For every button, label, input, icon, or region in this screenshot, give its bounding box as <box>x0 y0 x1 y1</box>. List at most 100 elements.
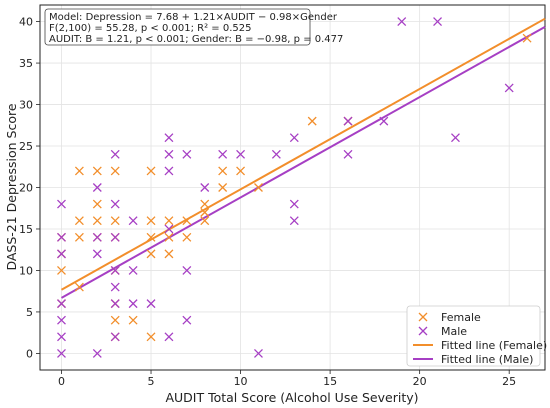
data-point <box>146 166 156 176</box>
data-point <box>57 265 66 275</box>
data-point <box>92 199 102 209</box>
data-point <box>92 183 102 192</box>
data-point <box>164 249 174 259</box>
data-point <box>164 224 174 234</box>
data-point <box>92 249 102 259</box>
data-point <box>218 183 228 192</box>
data-point <box>74 166 84 176</box>
data-point <box>182 216 192 226</box>
data-point <box>74 282 84 292</box>
data-point <box>57 249 66 259</box>
data-point <box>110 232 120 242</box>
legend-label: Fitted line (Female) <box>441 339 547 352</box>
data-point <box>218 149 228 159</box>
data-point <box>271 149 281 159</box>
data-point <box>236 149 246 159</box>
data-point <box>182 149 192 159</box>
x-tick-label: 0 <box>58 375 65 388</box>
y-tick-label: 35 <box>19 57 33 70</box>
x-tick-label: 25 <box>502 375 516 388</box>
data-point <box>74 216 84 226</box>
data-point <box>164 216 174 226</box>
y-tick-label: 15 <box>19 223 33 236</box>
data-point <box>92 232 102 242</box>
y-tick-label: 30 <box>19 99 33 112</box>
data-point <box>110 149 120 159</box>
data-point <box>57 299 66 309</box>
data-point <box>110 299 120 309</box>
data-point <box>200 216 210 226</box>
annotation-line-3: AUDIT: B = 1.21, p < 0.001; Gender: B = … <box>49 34 343 45</box>
data-point <box>182 315 192 325</box>
data-point <box>128 216 138 226</box>
data-point <box>200 199 210 209</box>
data-point <box>146 232 156 242</box>
data-point <box>182 232 192 242</box>
data-point <box>343 116 353 126</box>
y-tick-label: 20 <box>19 182 33 195</box>
legend-marker <box>418 326 428 336</box>
legend-label: Female <box>441 311 481 324</box>
annotation-box: Model: Depression = 7.68 + 1.21×AUDIT − … <box>44 8 343 46</box>
data-point <box>164 332 174 342</box>
data-point <box>57 232 66 242</box>
data-point <box>289 216 299 226</box>
legend-label: Fitted line (Male) <box>441 353 533 366</box>
data-point <box>146 332 156 342</box>
data-point <box>504 83 514 93</box>
data-point <box>236 166 246 176</box>
data-point <box>92 348 102 358</box>
x-tick-label: 10 <box>234 375 248 388</box>
y-tick-label: 0 <box>26 347 33 360</box>
y-axis-label: DASS-21 Depression Score <box>4 103 19 270</box>
data-point <box>146 299 156 309</box>
x-axis-ticks: 0 5 10 15 20 25 <box>58 370 516 388</box>
x-tick-label: 15 <box>323 375 337 388</box>
data-points <box>57 17 532 358</box>
data-point <box>146 216 156 226</box>
x-tick-label: 5 <box>148 375 155 388</box>
data-point <box>307 116 317 126</box>
data-point <box>128 265 138 275</box>
data-point <box>289 133 299 143</box>
x-tick-label: 20 <box>413 375 427 388</box>
data-point <box>164 232 174 242</box>
data-point <box>128 315 138 325</box>
data-point <box>164 133 174 143</box>
y-tick-label: 25 <box>19 140 33 153</box>
data-point <box>397 17 407 27</box>
data-point <box>254 183 263 192</box>
data-point <box>110 282 120 292</box>
data-point <box>110 199 120 209</box>
y-tick-label: 5 <box>26 306 33 319</box>
fitted-lines <box>61 17 546 299</box>
grid-lines <box>40 5 545 370</box>
fitted-line-fitted-line-male <box>61 25 546 299</box>
data-point <box>57 315 66 325</box>
fitted-line-fitted-line-female <box>61 17 546 291</box>
data-point <box>200 207 210 217</box>
y-axis-ticks: 0 5 10 15 20 25 30 35 40 <box>19 16 40 360</box>
data-point <box>379 116 389 126</box>
y-tick-label: 10 <box>19 264 33 277</box>
data-point <box>522 33 532 43</box>
legend-label: Male <box>441 325 467 338</box>
data-point <box>110 166 120 176</box>
data-point <box>110 216 120 226</box>
data-point <box>110 332 120 342</box>
x-axis-label: AUDIT Total Score (Alcohol Use Severity) <box>165 390 418 405</box>
data-point <box>146 249 156 259</box>
annotation-line-2: F(2,100) = 55.28, p < 0.001; R² = 0.525 <box>49 23 252 34</box>
data-point <box>128 299 138 309</box>
data-point <box>110 315 120 325</box>
data-point <box>92 166 102 176</box>
legend-marker <box>418 312 428 322</box>
y-tick-label: 40 <box>19 16 33 29</box>
data-point <box>57 348 66 358</box>
data-point <box>164 166 174 176</box>
data-point <box>182 265 192 275</box>
annotation-line-1: Model: Depression = 7.68 + 1.21×AUDIT − … <box>49 12 338 23</box>
data-point <box>343 149 353 159</box>
